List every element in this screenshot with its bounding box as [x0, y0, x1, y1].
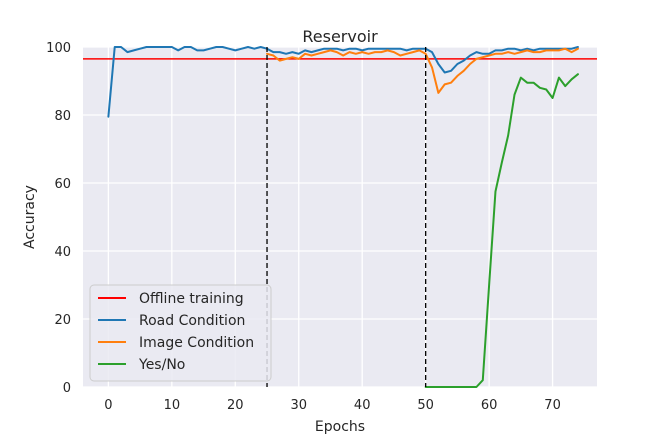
legend-label-road-condition: Road Condition [139, 313, 245, 329]
x-tick-label: 10 [164, 398, 181, 413]
x-tick-label: 0 [104, 398, 112, 413]
x-tick-label: 30 [290, 398, 307, 413]
y-tick-label: 40 [54, 245, 71, 260]
legend: Offline training Road Condition Image Cond… [89, 284, 272, 382]
x-tick-label: 20 [227, 398, 244, 413]
series-layer [107, 46, 579, 388]
legend-label-image-condition: Image Condition [139, 335, 254, 351]
y-tick-label: 100 [46, 41, 71, 56]
tick-labels: 0 10 20 30 40 50 60 70 0 20 40 60 80 100 [46, 41, 561, 413]
chart-title: Reservoir [302, 27, 378, 46]
series-line-image-condition [266, 47, 579, 94]
x-tick-label: 70 [544, 398, 561, 413]
series-line-road-condition [107, 46, 579, 118]
x-tick-label: 40 [354, 398, 371, 413]
x-tick-label: 60 [481, 398, 498, 413]
legend-label-offline-training: Offline training [139, 291, 244, 307]
y-tick-label: 0 [63, 381, 71, 396]
x-axis-label: Epochs [315, 419, 365, 435]
x-tick-label: 50 [417, 398, 434, 413]
series-line-yes-no [424, 73, 579, 388]
legend-label-yes-no: Yes/No [138, 357, 185, 373]
y-tick-label: 20 [54, 313, 71, 328]
y-tick-label: 60 [54, 177, 71, 192]
y-axis-label: Accuracy [22, 185, 38, 249]
legend-box [89, 284, 272, 382]
y-tick-label: 80 [54, 109, 71, 124]
